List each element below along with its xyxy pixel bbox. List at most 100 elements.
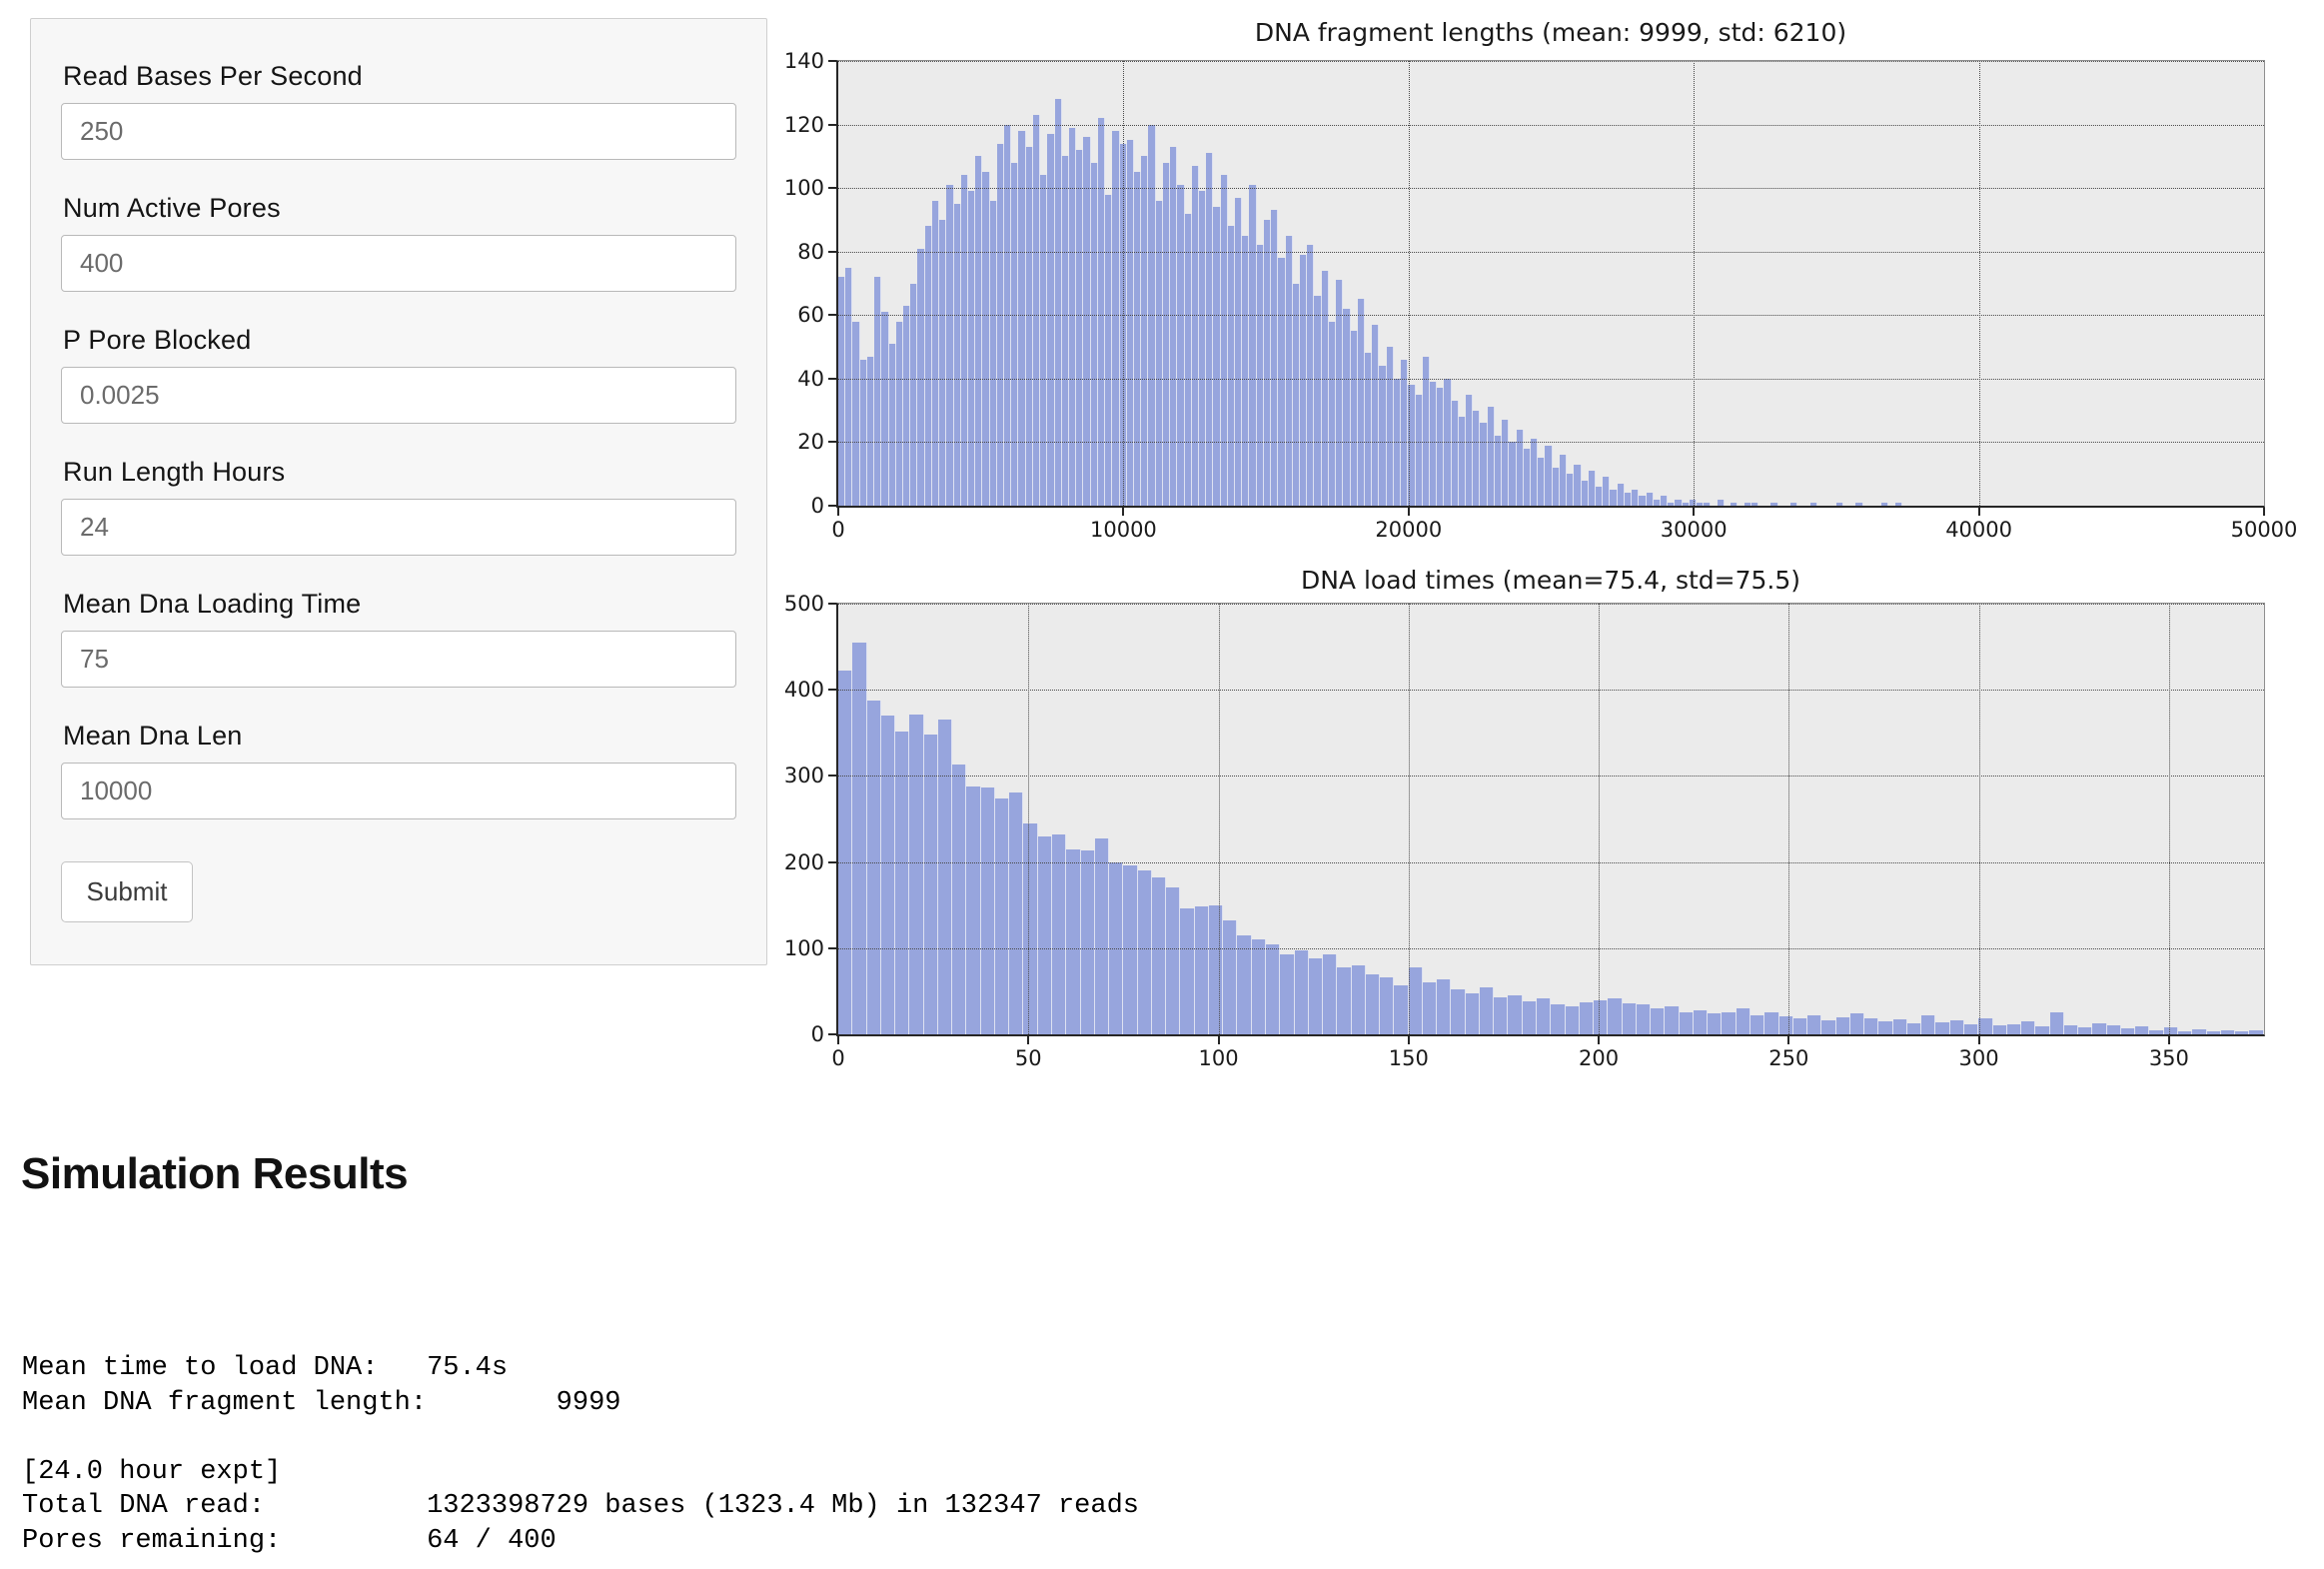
field-group-num-active-pores: Num Active Pores [61, 193, 736, 292]
histogram-bar [1935, 1021, 1950, 1034]
y-tick-label: 0 [810, 1022, 824, 1046]
y-tick-mark [828, 505, 836, 507]
histogram-bar [1180, 908, 1195, 1034]
x-tick-label: 50 [1014, 1046, 1042, 1070]
histogram-bar [1538, 458, 1546, 506]
x-gridline [1788, 604, 1790, 1034]
mean-dna-loading-time-input[interactable] [61, 631, 736, 688]
histogram-bar [1437, 978, 1452, 1034]
histogram-bar [1778, 1015, 1793, 1034]
histogram-bar [1668, 502, 1676, 506]
histogram-bar [1537, 997, 1552, 1034]
histogram-bar [1689, 499, 1698, 506]
histogram-bar [1076, 150, 1084, 506]
x-tick-label: 250 [1768, 1046, 1809, 1070]
histogram-bar [931, 200, 940, 506]
y-tick-mark [828, 250, 836, 253]
histogram-bar [1162, 162, 1171, 506]
histogram-bar [2006, 1023, 2022, 1034]
mean-dna-loading-time-label: Mean Dna Loading Time [63, 589, 362, 619]
histogram-bar [966, 785, 981, 1034]
histogram-bar [859, 359, 867, 506]
histogram-bar [1206, 153, 1214, 506]
histogram-bar [1292, 283, 1300, 506]
y-gridline [838, 251, 2264, 253]
histogram-bar [1166, 886, 1181, 1034]
p-pore-blocked-label: P Pore Blocked [63, 325, 252, 355]
histogram-bar [1198, 191, 1207, 506]
histogram-bar [838, 671, 853, 1034]
x-tick-label: 100 [1198, 1046, 1239, 1070]
histogram-bar [1878, 1021, 1893, 1034]
x-tick-mark [837, 1036, 839, 1044]
histogram-bar [1622, 1002, 1637, 1034]
histogram-bar [1151, 877, 1167, 1034]
x-tick-label: 350 [2148, 1046, 2189, 1070]
histogram-bar [902, 305, 911, 506]
x-tick-mark [1407, 1036, 1410, 1044]
x-tick-label: 300 [1958, 1046, 1999, 1070]
histogram-bar [1364, 353, 1373, 506]
histogram-bar [866, 700, 881, 1034]
y-tick-mark [828, 377, 836, 380]
x-tick-label: 30000 [1660, 518, 1728, 542]
histogram-bar [1465, 992, 1480, 1034]
histogram-bar [1516, 429, 1524, 506]
run-length-hours-input[interactable] [61, 499, 736, 556]
x-tick-mark [1977, 508, 1980, 516]
histogram-bar [1220, 175, 1228, 506]
histogram-bar [1473, 410, 1481, 506]
histogram-bar [2149, 1029, 2164, 1034]
histogram-bar [2021, 1021, 2036, 1034]
histogram-bar [1639, 496, 1647, 506]
histogram-bar [1032, 115, 1041, 506]
histogram-bar [1237, 934, 1252, 1034]
p-pore-blocked-input[interactable] [61, 367, 736, 424]
y-tick-mark [828, 946, 836, 949]
y-tick-mark [828, 775, 836, 778]
histogram-bar [1494, 436, 1503, 506]
mean-dna-len-input[interactable] [61, 763, 736, 819]
histogram-bar [1314, 296, 1322, 506]
histogram-bar [1451, 401, 1459, 506]
histogram-bar [1579, 1002, 1595, 1034]
histogram-bar [888, 343, 896, 506]
histogram-bar [2135, 1026, 2150, 1034]
histogram-bar [909, 715, 924, 1034]
histogram-bar [1807, 1015, 1822, 1034]
histogram-bars [838, 61, 1903, 506]
histogram-bar [880, 716, 896, 1034]
y-tick-label: 300 [783, 764, 824, 788]
read-bases-per-second-label: Read Bases Per Second [63, 61, 363, 91]
histogram-bar [1208, 904, 1224, 1034]
histogram-bar [924, 226, 932, 506]
histogram-bar [1429, 382, 1438, 506]
histogram-bar [1372, 324, 1380, 506]
submit-button[interactable]: Submit [61, 861, 193, 922]
x-tick-label: 0 [831, 518, 845, 542]
histogram-bar [1809, 502, 1817, 506]
histogram-bar [2177, 1030, 2193, 1034]
histogram-bar [1722, 1011, 1737, 1034]
histogram-bar [1280, 953, 1295, 1034]
y-gridline [838, 315, 2264, 317]
histogram-bar [852, 642, 867, 1034]
histogram-bar [1682, 502, 1690, 506]
read-bases-per-second-input[interactable] [61, 103, 736, 160]
field-group-p-pore-blocked: P Pore Blocked [61, 325, 736, 424]
x-tick-mark [1217, 1036, 1220, 1044]
histogram-bar [1401, 359, 1409, 506]
y-gridline [838, 378, 2264, 380]
histogram-bar [1213, 207, 1221, 506]
y-tick-label: 200 [783, 849, 824, 874]
histogram-bar [1608, 997, 1623, 1034]
x-gridline [1028, 604, 1030, 1034]
num-active-pores-label: Num Active Pores [63, 193, 281, 223]
histogram-bar [1018, 130, 1026, 506]
num-active-pores-input[interactable] [61, 235, 736, 292]
histogram-bar [1307, 245, 1315, 506]
histogram-bar [2206, 1031, 2221, 1034]
x-gridline [1408, 604, 1410, 1034]
y-tick-label: 80 [797, 239, 824, 264]
histogram-bar [2035, 1026, 2050, 1034]
